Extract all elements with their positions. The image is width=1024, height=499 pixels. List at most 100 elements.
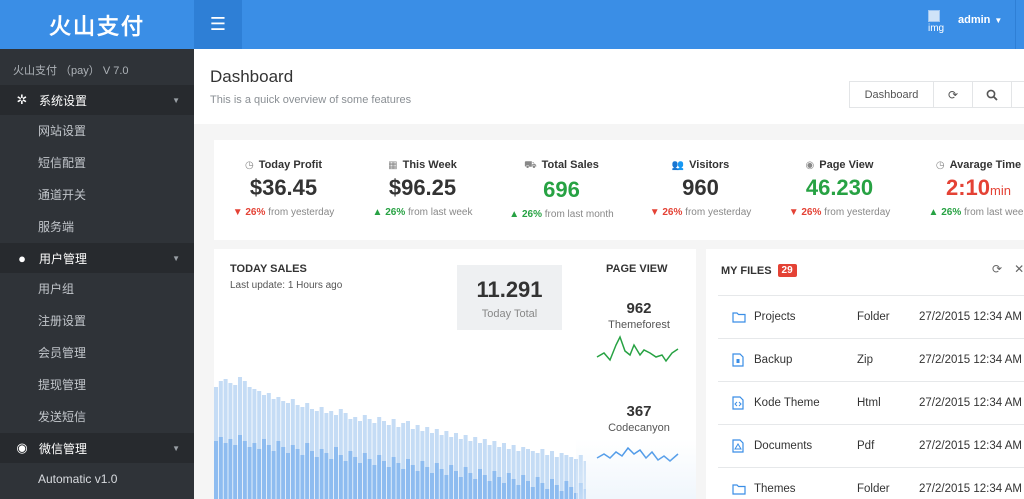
- sidebar-group-system-settings[interactable]: ✲ 系统设置 ▼: [0, 85, 194, 115]
- stat-label: Today Profit: [258, 159, 323, 171]
- menu-toggle-button[interactable]: ☰: [194, 0, 242, 49]
- sidebar-item-server[interactable]: 服务端: [38, 220, 75, 234]
- sidebar-item-withdrawals[interactable]: 提现管理: [38, 378, 87, 392]
- file-row[interactable]: Kode Theme Html 27/2/2015 12:34 AM: [718, 381, 1024, 424]
- sales-bar-dark: [305, 443, 310, 499]
- sidebar-item-registration[interactable]: 注册设置: [38, 314, 87, 328]
- search-button[interactable]: [972, 81, 1012, 108]
- sales-bar-light: [233, 385, 238, 499]
- trend-down-icon: ▼: [649, 207, 660, 218]
- sidebar-group-user-management[interactable]: ● 用户管理 ▼: [0, 243, 194, 273]
- sidebar-item-sms-config[interactable]: 短信配置: [38, 156, 87, 170]
- sales-bar-light: [487, 445, 492, 499]
- sales-bar-dark: [358, 463, 362, 499]
- file-type: Folder: [857, 483, 890, 495]
- sales-bar-light: [286, 403, 290, 499]
- user-menu[interactable]: img admin ▼: [928, 10, 1002, 38]
- sidebar-item-automatic[interactable]: Automatic v1.0: [38, 472, 118, 486]
- sales-bar-dark: [223, 443, 228, 499]
- chevron-down-icon: ▼: [994, 15, 1003, 25]
- sales-bar-light: [242, 381, 247, 499]
- sidebar-group-wechat[interactable]: ◉ 微信管理 ▼: [0, 433, 194, 463]
- stat-today-profit: ◷ Today Profit $36.45 ▼ 26% from yesterda…: [214, 140, 353, 240]
- sales-bar-light: [554, 457, 559, 499]
- sales-bar-light: [444, 431, 449, 499]
- avatar-alt-text: img: [928, 23, 945, 34]
- sales-bar-dark: [545, 489, 550, 499]
- sidebar-item-members[interactable]: 会员管理: [38, 346, 87, 360]
- sidebar-item-send-sms[interactable]: 发送短信: [38, 410, 87, 424]
- sales-bar-light: [545, 455, 550, 499]
- sidebar-item-site-settings[interactable]: 网站设置: [38, 124, 87, 138]
- more-button[interactable]: ▏: [1011, 81, 1024, 108]
- file-row[interactable]: Backup Zip 27/2/2015 12:34 AM: [718, 338, 1024, 381]
- sales-bar-dark: [228, 439, 233, 499]
- today-total-label: Today Total: [481, 308, 538, 320]
- sales-bar-dark: [492, 471, 497, 499]
- sales-bar-dark: [396, 463, 401, 499]
- header-toolbar: Dashboard ⟳ ▏: [849, 81, 1024, 108]
- sales-bar-light: [358, 421, 362, 499]
- sales-bar-dark: [530, 487, 535, 499]
- sales-bar-dark: [329, 459, 334, 499]
- dashboard-button[interactable]: Dashboard: [849, 81, 934, 108]
- sales-bar-dark: [372, 465, 377, 499]
- sales-bar-light: [530, 451, 535, 499]
- sales-bar-light: [569, 457, 574, 499]
- sales-bar-light: [300, 407, 305, 499]
- file-name: Themes: [754, 483, 796, 495]
- sales-bar-dark: [401, 469, 406, 499]
- refresh-icon[interactable]: ⟳: [992, 262, 1003, 276]
- file-type: Pdf: [857, 440, 875, 452]
- sales-bar-dark: [214, 441, 218, 499]
- sales-bar-light: [257, 391, 262, 499]
- sales-bar-dark: [406, 459, 410, 499]
- file-row[interactable]: Documents Pdf 27/2/2015 12:34 AM: [718, 424, 1024, 467]
- sales-bar-dark: [319, 449, 324, 499]
- sales-bar-dark: [473, 479, 478, 499]
- sales-bar-dark: [233, 445, 238, 499]
- sales-bar-dark: [290, 445, 295, 499]
- sales-bar-dark: [550, 479, 554, 499]
- file-date: 27/2/2015 12:34 AM: [919, 483, 1022, 495]
- last-update: Last update: 1 Hours ago: [230, 280, 343, 291]
- today-sales-panel: TODAY SALES Last update: 1 Hours ago 11.…: [214, 249, 696, 499]
- stat-label: This Week: [402, 159, 457, 171]
- stat-label: Total Sales: [541, 159, 599, 171]
- files-count-badge: 29: [777, 264, 797, 277]
- refresh-button[interactable]: ⟳: [933, 81, 973, 108]
- top-bar-divider: [1015, 0, 1016, 49]
- sales-bar-dark: [353, 457, 358, 499]
- sales-bar-light: [497, 447, 502, 499]
- close-icon[interactable]: ✕: [1014, 262, 1024, 276]
- sidebar-item-channel-switch[interactable]: 通道开关: [38, 188, 87, 202]
- stat-average-time: ◷ Avarage Time 2:10min ▲ 26% from last we…: [909, 140, 1024, 240]
- sales-bar-light: [401, 423, 406, 499]
- sales-bar-dark: [521, 475, 526, 499]
- sales-bar-dark: [444, 475, 449, 499]
- file-date: 27/2/2015 12:34 AM: [919, 397, 1022, 409]
- sales-bar-dark: [449, 465, 454, 499]
- page-header: Dashboard This is a quick overview of so…: [194, 49, 1024, 124]
- sales-bar-dark: [262, 439, 266, 499]
- brand-logo[interactable]: 火山支付: [0, 0, 194, 49]
- page-view-title: PAGE VIEW: [606, 263, 668, 275]
- files-toolbar: ⟳ ✕: [992, 262, 1024, 276]
- file-row[interactable]: Projects Folder 27/2/2015 12:34 AM: [718, 295, 1024, 338]
- sales-bar-light: [564, 455, 569, 499]
- sidebar-group-label: 微信管理: [39, 441, 88, 456]
- sales-bar-dark: [324, 453, 329, 499]
- sidebar-item-user-groups[interactable]: 用户组: [38, 282, 75, 296]
- sales-bar-dark: [257, 449, 262, 499]
- sales-bar-light: [439, 435, 444, 499]
- today-total-value: 11.291: [476, 277, 543, 302]
- file-row[interactable]: Themes Folder 27/2/2015 12:34 AM: [718, 467, 1024, 499]
- wechat-icon: ◉: [16, 440, 28, 455]
- sales-bar-dark: [559, 491, 564, 499]
- sales-bar-dark: [348, 451, 353, 499]
- trend-down-icon: ▼: [232, 207, 243, 218]
- file-name: Documents: [754, 440, 813, 452]
- sales-bar-light: [343, 413, 348, 499]
- trend-up-icon: ▲: [928, 207, 939, 218]
- sales-bar-dark: [482, 475, 487, 499]
